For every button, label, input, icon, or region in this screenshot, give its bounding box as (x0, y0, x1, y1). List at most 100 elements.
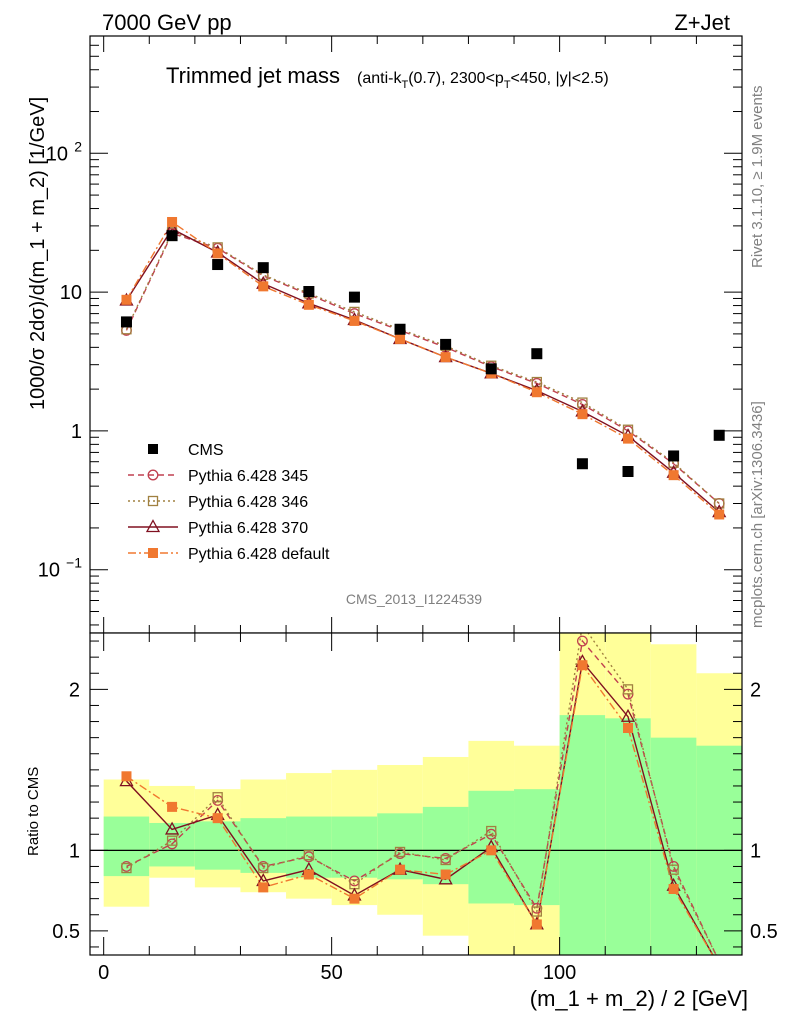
y-tick-label-exponent: 2 (74, 138, 82, 154)
data-point (623, 433, 634, 444)
ratio-panel: 0.5 0.5 1 1 2 2 0 50 100 (52, 632, 778, 984)
ratio-point (668, 883, 679, 894)
x-tick-label: 100 (543, 962, 576, 984)
plot-title: Trimmed jet mass (166, 63, 340, 88)
ratio-point (212, 813, 223, 824)
legend-label: Pythia 6.428 370 (188, 520, 308, 537)
data-point (121, 294, 132, 305)
data-point (576, 458, 588, 470)
ratio-point (623, 722, 634, 733)
header-left: 7000 GeV pp (102, 10, 232, 35)
legend-marker (148, 548, 158, 558)
ratio-point (212, 792, 223, 803)
y-tick-label: 1 (71, 421, 82, 443)
legend: CMS Pythia 6.428 345 Pythia 6.428 346 Pythi… (128, 442, 330, 563)
x-axis-label: (m_1 + m_2) / 2 [GeV] (530, 986, 748, 1011)
main-ylabel: 1000/σ 2dσ)/d(m_1 + m_2) [1/GeV] (27, 97, 49, 410)
ratio-y-tick-label-right: 1 (750, 840, 761, 862)
data-point (440, 352, 451, 363)
legend-label: Pythia 6.428 default (188, 546, 330, 563)
data-point (622, 466, 634, 478)
legend-label: Pythia 6.428 345 (188, 468, 308, 485)
main-panel: 10 −1 1 10 10 2 Trimmed jet mass (anti-kT(0.7… (38, 35, 743, 634)
ratio-point (668, 864, 679, 875)
data-point (485, 363, 497, 375)
data-point (668, 470, 679, 481)
ratio-point (531, 906, 542, 917)
ratio-point (121, 862, 132, 874)
ratio-line (126, 633, 717, 955)
series-pythia-6-428-346 (125, 231, 720, 505)
series-pythia-6-428-default (125, 220, 720, 516)
rivet-label: Rivet 3.1.10, ≥ 1.9M events (749, 86, 766, 269)
data-point (258, 281, 269, 292)
data-point (166, 230, 178, 242)
data-point (257, 262, 269, 274)
ratio-point (622, 684, 634, 695)
data-point (440, 338, 452, 350)
uncertainty-band-inner (605, 718, 651, 955)
uncertainty-band-inner (286, 816, 332, 878)
ratio-pythia-6-428-346 (126, 633, 717, 955)
data-point (212, 259, 224, 271)
legend-marker (147, 469, 159, 481)
data-point (577, 397, 588, 408)
svg-text:1000/σ 2dσ)/d(m_1 + m_2) [1/Ge: 1000/σ 2dσ)/d(m_1 + m_2) [1/GeV] (27, 97, 49, 410)
data-point (303, 299, 314, 310)
ratio-point (577, 660, 588, 671)
ratio-pythia-6-428-370 (125, 660, 714, 955)
data-point (668, 450, 680, 462)
x-tick-label: 0 (98, 962, 109, 984)
data-point (394, 323, 406, 335)
ratio-line (126, 663, 714, 955)
legend-marker (148, 444, 158, 454)
uncertainty-band-inner (650, 737, 697, 955)
ratio-line (125, 660, 714, 955)
y-tick-label: 10 (38, 560, 60, 582)
data-point (348, 291, 360, 303)
watermark: CMS_2013_I1224539 (346, 591, 482, 607)
series-line (125, 232, 720, 505)
uncertainty-band-inner (194, 821, 241, 870)
uncertainty-band-inner (331, 816, 378, 878)
uncertainty-band-inner (514, 789, 560, 906)
ratio-point (620, 708, 636, 722)
y-tick-label: 10 (60, 282, 82, 304)
legend-label: CMS (188, 442, 224, 459)
ratio-point (258, 882, 269, 893)
ratio-y-tick-label-right: 2 (750, 679, 761, 701)
ratio-point (395, 864, 406, 875)
mcplots-label: mcplots.cern.ch [arXiv:1306.3436] (749, 401, 766, 628)
y-tick-label: 10 (46, 143, 68, 165)
ratio-pythia-6-428-default (126, 663, 714, 955)
data-point (349, 315, 360, 326)
data-point (713, 429, 725, 441)
uncertainty-band-inner (240, 818, 287, 873)
ratio-point (440, 854, 451, 866)
ratio-point (394, 846, 406, 858)
ratio-point (121, 771, 132, 782)
ratio-series (119, 633, 717, 955)
ratio-point (486, 825, 497, 837)
ratio-y-tick-label: 0.5 (52, 921, 80, 943)
plot-title-detail: (anti-kT(0.7), 2300<pT<450, |y|<2.5) (357, 70, 609, 91)
ratio-markers-pythia-6-428-346 (121, 684, 679, 917)
ratio-point (303, 869, 314, 880)
ratio-point (167, 801, 178, 812)
y-tick-label-exponent: −1 (66, 555, 82, 571)
legend-marker (145, 519, 161, 533)
uncertainty-band-inner (103, 816, 150, 877)
ratio-point (576, 635, 588, 647)
series-line (125, 220, 720, 516)
ratio-ylabel: Ratio to CMS (25, 767, 42, 856)
data-point (531, 387, 542, 398)
data-point (714, 509, 725, 520)
ratio-point (303, 850, 315, 861)
data-point (303, 286, 315, 298)
svg-text:(anti-kT(0.7), 2300<pT<450, |y: (anti-kT(0.7), 2300<pT<450, |y|<2.5) (357, 70, 609, 91)
legend-label: Pythia 6.428 346 (188, 494, 308, 511)
data-point (120, 316, 132, 328)
ratio-y-tick-label: 2 (69, 679, 80, 701)
data-point (531, 376, 542, 388)
